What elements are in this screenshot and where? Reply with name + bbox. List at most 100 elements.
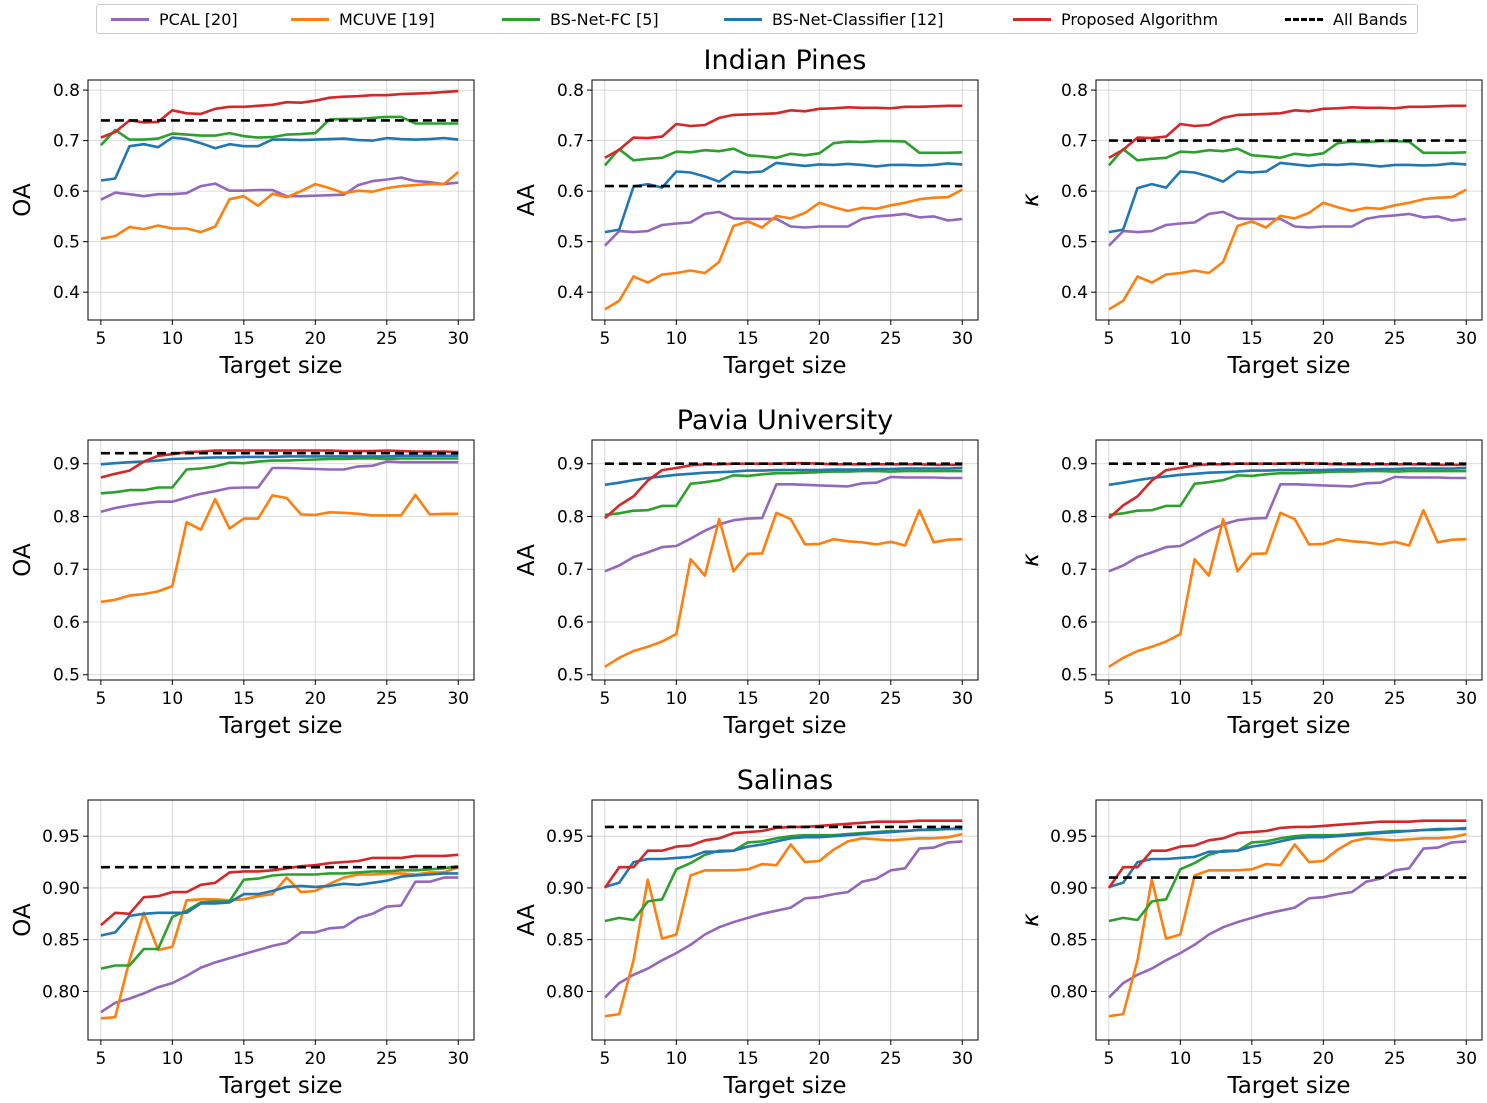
- y-tick-label: 0.4: [53, 283, 80, 303]
- y-tick-label: 0.6: [53, 613, 80, 633]
- plot-frame: [87, 439, 475, 681]
- legend-item-bsnet-classifier: BS-Net-Classifier [12]: [724, 5, 943, 33]
- x-tick-label: 5: [95, 1049, 106, 1069]
- x-tick-label: 25: [880, 329, 902, 349]
- x-axis-label: Target size: [1226, 713, 1350, 739]
- y-tick-label: 0.6: [557, 613, 584, 633]
- series-line-bs-net-classifier-12: [100, 872, 459, 937]
- legend-swatch-pcal: [111, 17, 149, 21]
- series-line-mcuve-19: [604, 508, 963, 668]
- plot-frame: [591, 799, 979, 1041]
- x-tick-label: 5: [1103, 329, 1114, 349]
- x-tick-label: 5: [599, 1049, 610, 1069]
- x-tick-label: 20: [808, 689, 830, 709]
- x-tick-label: 5: [1103, 1049, 1114, 1069]
- subplot-1-1: 5 10 15 20 25 30 0.5 0.6 0.7 0.8 0.9 Target size AA: [514, 439, 979, 739]
- series-line-pcal-20: [100, 176, 459, 201]
- x-tick-label: 5: [599, 689, 610, 709]
- row-title-indian-pines: Indian Pines: [703, 45, 867, 76]
- y-axis-label: OA: [10, 543, 36, 577]
- legend-item-all-bands: All Bands: [1285, 5, 1407, 33]
- plot-frame: [87, 79, 475, 321]
- y-tick-label: 0.8: [53, 507, 80, 527]
- y-axis-label: κ: [1018, 913, 1044, 927]
- series-line-bs-net-fc-5: [603, 139, 963, 167]
- x-tick-label: 25: [880, 689, 902, 709]
- series-line-pcal-20: [100, 876, 459, 1014]
- x-tick-label: 20: [1312, 329, 1334, 349]
- y-tick-label: 0.8: [557, 507, 584, 527]
- y-tick-label: 0.80: [546, 982, 584, 1002]
- x-tick-label: 15: [233, 329, 255, 349]
- y-axis-label: OA: [10, 903, 36, 937]
- legend-label-bsnet-classifier: BS-Net-Classifier [12]: [772, 9, 944, 29]
- y-tick-label: 0.9: [557, 455, 584, 475]
- legend: PCAL [20] MCUVE [19] BS-Net-FC [5] BS-Ne…: [96, 4, 1418, 34]
- series-line-pcal-20: [100, 460, 459, 513]
- subplot-1-2: 5 10 15 20 25 30 0.5 0.6 0.7 0.8 0.9 Target size κ: [1018, 439, 1483, 739]
- series-line-bs-net-classifier-12: [1108, 827, 1467, 889]
- row-title-pavia-university: Pavia University: [676, 405, 894, 436]
- y-tick-label: 0.7: [1061, 132, 1088, 152]
- x-tick-label: 15: [737, 329, 759, 349]
- series-line-mcuve-19: [1108, 188, 1467, 311]
- y-tick-label: 0.8: [53, 81, 80, 101]
- x-tick-label: 15: [737, 1049, 759, 1069]
- series-line-pcal-20: [1108, 475, 1467, 573]
- x-tick-label: 25: [1384, 1049, 1406, 1069]
- y-tick-label: 0.5: [53, 233, 80, 253]
- x-tick-label: 25: [1384, 329, 1406, 349]
- y-axis-label: κ: [1018, 193, 1044, 207]
- y-tick-label: 0.4: [1061, 283, 1088, 303]
- legend-item-proposed: Proposed Algorithm: [1013, 5, 1218, 33]
- y-tick-label: 0.6: [557, 182, 584, 202]
- x-tick-label: 30: [447, 689, 469, 709]
- x-axis-label: Target size: [722, 713, 846, 739]
- legend-label-proposed: Proposed Algorithm: [1061, 9, 1219, 29]
- y-axis-label: OA: [10, 183, 36, 217]
- series-line-bs-net-fc-5: [100, 864, 459, 970]
- subplot-0-0: 5 10 15 20 25 30 0.4 0.5 0.6 0.7 0.8 Target size OA: [10, 79, 475, 379]
- y-tick-label: 0.7: [1061, 560, 1088, 580]
- legend-label-pcal: PCAL [20]: [159, 9, 238, 29]
- series-line-pcal-20: [603, 210, 963, 247]
- series-line-proposed-algorithm: [604, 104, 963, 159]
- series-line-proposed-algorithm: [1107, 819, 1467, 889]
- plot-frame: [591, 439, 979, 681]
- series-line-proposed-algorithm: [100, 449, 459, 479]
- legend-item-bsnet-fc: BS-Net-FC [5]: [502, 5, 659, 33]
- y-tick-label: 0.90: [546, 879, 584, 899]
- y-tick-label: 0.5: [53, 666, 80, 686]
- x-tick-label: 30: [1455, 689, 1477, 709]
- x-tick-label: 15: [1241, 689, 1263, 709]
- x-tick-label: 30: [951, 689, 973, 709]
- x-tick-label: 25: [376, 689, 398, 709]
- x-tick-label: 25: [1384, 689, 1406, 709]
- x-tick-label: 20: [304, 329, 326, 349]
- y-tick-label: 0.85: [546, 931, 584, 951]
- x-tick-label: 30: [1455, 329, 1477, 349]
- x-tick-label: 10: [162, 329, 184, 349]
- series-line-bs-net-classifier-12: [100, 454, 459, 466]
- y-tick-label: 0.80: [42, 982, 80, 1002]
- x-tick-label: 10: [162, 1049, 184, 1069]
- y-tick-label: 0.7: [557, 560, 584, 580]
- plot-frame: [87, 799, 475, 1041]
- series-line-pcal-20: [603, 840, 963, 999]
- series-line-bs-net-fc-5: [1108, 826, 1467, 923]
- series-line-bs-net-classifier-12: [604, 466, 963, 487]
- x-axis-label: Target size: [218, 713, 342, 739]
- y-tick-label: 0.5: [1061, 233, 1088, 253]
- y-tick-label: 0.6: [1061, 182, 1088, 202]
- series-line-bs-net-fc-5: [99, 115, 459, 147]
- y-tick-label: 0.95: [1050, 827, 1088, 847]
- x-tick-label: 20: [808, 1049, 830, 1069]
- plot-frame: [1095, 79, 1483, 321]
- y-axis-label: AA: [514, 544, 540, 576]
- y-tick-label: 0.95: [546, 827, 584, 847]
- x-tick-label: 10: [1170, 689, 1192, 709]
- subplot-2-2: 5 10 15 20 25 30 0.80 0.85 0.90 0.95 Target size κ: [1018, 799, 1483, 1099]
- y-tick-label: 0.9: [1061, 455, 1088, 475]
- x-tick-label: 30: [951, 329, 973, 349]
- subplot-0-2: 5 10 15 20 25 30 0.4 0.5 0.6 0.7 0.8 Target size κ: [1018, 79, 1483, 379]
